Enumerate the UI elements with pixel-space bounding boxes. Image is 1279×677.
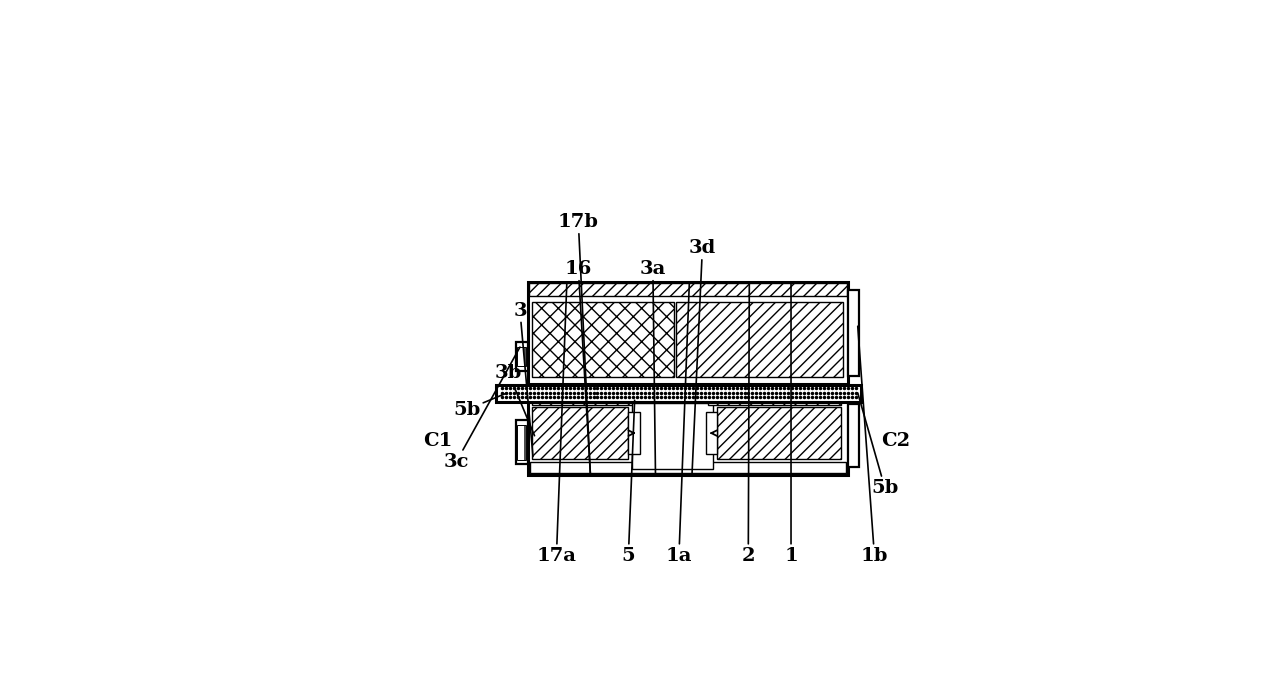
Bar	[848, 290, 858, 376]
Bar	[515, 420, 528, 464]
Text: 1b: 1b	[858, 326, 888, 565]
Text: C1: C1	[423, 432, 453, 450]
Bar	[632, 403, 712, 468]
Bar	[628, 412, 640, 454]
Text: 17a: 17a	[536, 282, 577, 565]
Bar	[515, 342, 528, 370]
Text: 17b: 17b	[558, 213, 599, 473]
Bar	[528, 282, 848, 384]
Bar	[517, 347, 526, 366]
Text: 5: 5	[622, 400, 636, 565]
Text: 3: 3	[513, 302, 533, 456]
Text: 5b: 5b	[453, 393, 506, 418]
Bar	[532, 407, 628, 459]
Text: 5b: 5b	[858, 393, 898, 497]
Text: 16: 16	[564, 260, 592, 473]
Bar	[532, 396, 638, 406]
Bar	[496, 385, 861, 402]
Text: 3c: 3c	[444, 347, 521, 471]
Bar	[532, 302, 674, 377]
Text: 1: 1	[784, 282, 798, 565]
Text: 3d: 3d	[689, 239, 716, 475]
Bar	[848, 404, 858, 467]
Bar	[718, 407, 840, 459]
Bar	[528, 399, 848, 475]
Bar	[677, 302, 843, 377]
Bar	[517, 425, 526, 460]
Bar	[531, 462, 845, 473]
Text: 1a: 1a	[665, 282, 692, 565]
Bar	[707, 396, 840, 406]
Text: 2: 2	[742, 282, 755, 565]
Text: 3a: 3a	[640, 260, 666, 475]
Bar	[706, 412, 718, 454]
Text: C2: C2	[881, 432, 909, 450]
Bar	[530, 283, 847, 296]
Text: 3b: 3b	[495, 364, 535, 436]
